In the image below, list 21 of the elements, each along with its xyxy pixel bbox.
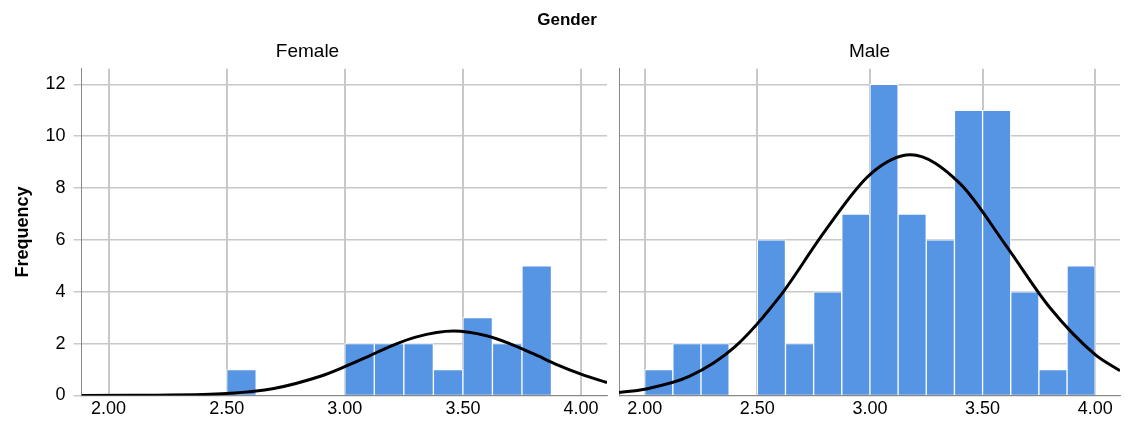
y-tick-label: 12 — [45, 73, 66, 94]
x-tick-label: 2.50 — [739, 398, 775, 419]
x-tick-label: 4.00 — [1077, 398, 1113, 419]
y-tick-label: 8 — [55, 177, 66, 197]
x-tick-label: 3.50 — [445, 398, 481, 419]
x-tick-label: 3.00 — [327, 398, 363, 419]
chart-subtitle: Male — [848, 39, 891, 61]
x-tick-label: 2.50 — [209, 398, 245, 419]
y-tick-label: 0 — [55, 384, 66, 405]
x-tick-label: 4.00 — [563, 398, 599, 419]
chart-title: Gender — [536, 9, 598, 31]
x-tick-label: 2.00 — [91, 398, 127, 419]
y-tick-label: 4 — [55, 280, 66, 301]
x-tick-label: 3.50 — [965, 398, 1001, 419]
y-tick-label: 2 — [55, 332, 66, 353]
chart-subtitle: Female — [275, 39, 340, 61]
y-tick-label: 6 — [55, 228, 66, 249]
x-tick-label: 2.00 — [627, 398, 663, 419]
y-axis-title: Frequency — [11, 186, 32, 278]
y-tick-label: 10 — [45, 125, 66, 146]
x-tick-label: 3.00 — [852, 398, 888, 419]
